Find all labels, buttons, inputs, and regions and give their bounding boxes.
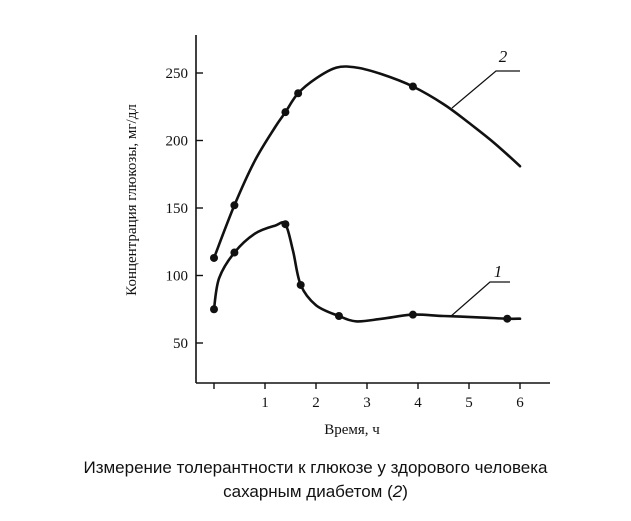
- series-1-point: [503, 314, 512, 323]
- series-2-point: [281, 108, 290, 117]
- y-tick-label: 250: [166, 66, 189, 82]
- y-ticks: 50 100 150 200 250: [166, 66, 203, 352]
- caption-line-1: Измерение толерантности к глюкозе у здор…: [83, 458, 548, 477]
- y-axis-title: Концентрация глюкозы, мг/дл: [124, 104, 140, 296]
- series-1-point: [408, 310, 417, 319]
- series-1-point: [296, 280, 305, 289]
- x-tick-label: 2: [312, 395, 320, 411]
- series-1-line: [212, 221, 522, 323]
- y-tick-label: 100: [166, 269, 189, 285]
- series-1-leader: [449, 281, 510, 318]
- x-ticks: 1 2 3 4 5 6: [213, 383, 524, 411]
- x-tick-label: 5: [465, 395, 473, 411]
- series-1-label: 1: [494, 262, 503, 281]
- caption-line-2: сахарным диабетом (2): [0, 480, 631, 504]
- caption-line-2-text: сахарным диабетом (: [223, 482, 393, 501]
- series-1-point: [210, 305, 218, 314]
- x-tick-label: 1: [261, 395, 269, 411]
- x-axis-title: Время, ч: [324, 422, 380, 438]
- y-tick-label: 200: [166, 134, 189, 150]
- series-2-point: [408, 82, 417, 91]
- series-layer: 12: [210, 47, 522, 323]
- series-2-line: [212, 65, 522, 260]
- figure-caption: Измерение толерантности к глюкозе у здор…: [0, 456, 631, 504]
- series-2-point: [294, 89, 303, 98]
- series-2-leader: [451, 70, 520, 109]
- x-tick-label: 6: [516, 395, 524, 411]
- caption-series-number: 2: [392, 482, 403, 501]
- series-1-point: [230, 248, 239, 257]
- series-2-label: 2: [499, 47, 508, 66]
- series-2-point: [230, 201, 239, 210]
- y-tick-label: 50: [173, 336, 188, 352]
- y-tick-label: 150: [166, 201, 189, 217]
- caption-line-2-end: ): [402, 482, 408, 501]
- series-1-point: [334, 312, 343, 320]
- series-2-point: [210, 253, 218, 262]
- x-tick-label: 4: [414, 395, 422, 411]
- series-1-point: [281, 220, 290, 229]
- x-tick-label: 3: [363, 395, 371, 411]
